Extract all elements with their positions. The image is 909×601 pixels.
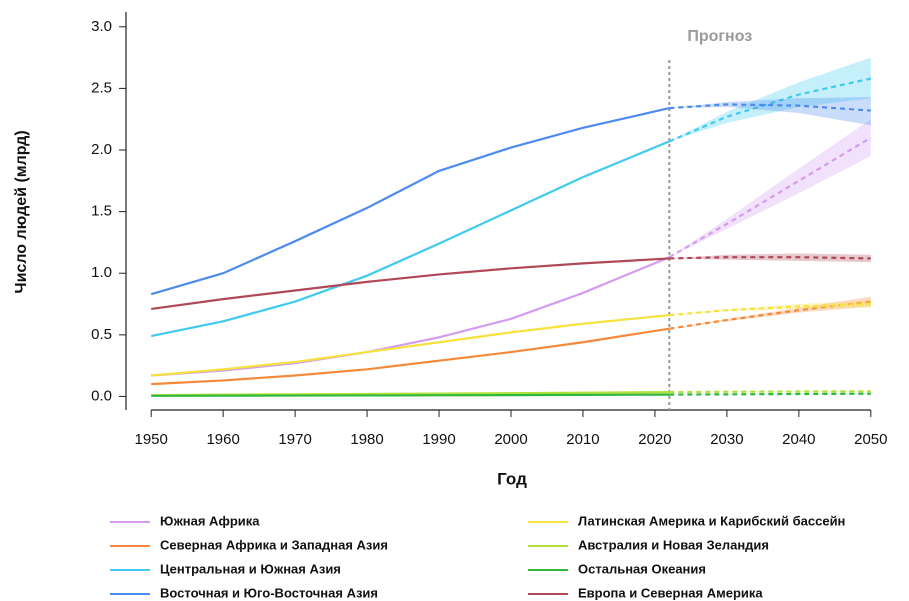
series-line — [150, 140, 670, 338]
series-line — [151, 327, 670, 386]
series-line — [151, 314, 670, 377]
x-tick-label: 1980 — [350, 431, 383, 448]
x-tick-label: 2040 — [782, 431, 815, 448]
series-line — [150, 107, 670, 296]
y-axis-label: Число людей (млрд) — [13, 130, 30, 293]
forecast-series-line — [669, 103, 871, 112]
y-tick-label: 0.0 — [91, 387, 112, 404]
legend-label: Европа и Северная Америка — [578, 585, 763, 600]
x-tick-label: 2010 — [566, 431, 599, 448]
y-tick-label: 1.0 — [91, 264, 112, 281]
x-tick-label: 2030 — [710, 431, 743, 448]
uncertainty-band — [669, 296, 871, 329]
x-tick-label: 1960 — [206, 431, 239, 448]
series-line — [151, 257, 670, 311]
uncertainty-band — [669, 97, 871, 126]
forecast-series-line — [669, 390, 871, 394]
x-tick-label: 2020 — [638, 431, 671, 448]
forecast-series-line — [669, 392, 871, 396]
legend-label: Латинская Америка и Карибский бассейн — [578, 513, 845, 528]
y-tick-label: 2.0 — [91, 141, 112, 158]
series-line — [151, 393, 670, 397]
x-tick-label: 2050 — [854, 431, 887, 448]
x-tick-label: 2000 — [494, 431, 527, 448]
forecast-series-line — [669, 302, 871, 317]
legend-label: Южная Африка — [160, 513, 260, 528]
legend-label: Северная Африка и Западная Азия — [160, 537, 388, 552]
forecast-label: Прогноз — [687, 28, 752, 45]
legend-label: Остальная Океания — [578, 561, 706, 576]
legend-label: Австралия и Новая Зеландия — [578, 537, 769, 552]
y-tick-label: 1.5 — [91, 203, 112, 220]
series-line — [151, 256, 670, 377]
x-tick-label: 1990 — [422, 431, 455, 448]
y-tick-label: 2.5 — [91, 79, 112, 96]
forecast-series-line — [669, 300, 871, 330]
legend-label: Центральная и Южная Азия — [160, 561, 341, 576]
uncertainty-band — [669, 119, 871, 258]
series-line — [151, 391, 670, 397]
forecast-series-line — [669, 256, 871, 260]
legend-label: Восточная и Юго-Восточная Азия — [160, 585, 378, 600]
y-tick-label: 3.0 — [91, 18, 112, 35]
x-tick-label: 1950 — [134, 431, 167, 448]
y-tick-label: 0.5 — [91, 326, 112, 343]
forecast-series-line — [668, 136, 872, 259]
x-axis-label: Год — [497, 469, 527, 488]
x-tick-label: 1970 — [278, 431, 311, 448]
